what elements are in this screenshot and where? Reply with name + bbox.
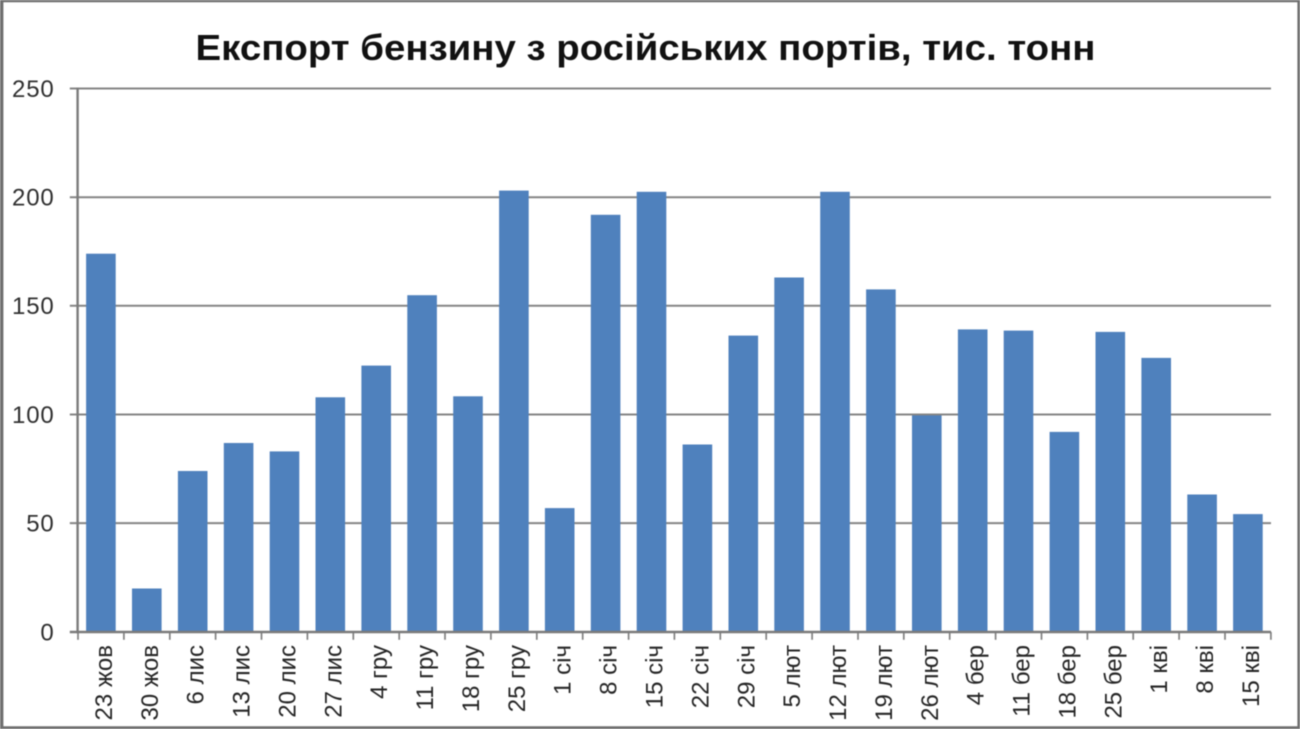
- svg-text:0: 0: [40, 619, 54, 646]
- svg-text:Експорт бензину з російських п: Експорт бензину з російських портів, тис…: [196, 27, 1096, 68]
- svg-text:29 січ: 29 січ: [733, 645, 760, 708]
- svg-text:23 жов: 23 жов: [91, 645, 118, 721]
- svg-text:150: 150: [12, 293, 54, 320]
- svg-text:18 бер: 18 бер: [1054, 645, 1081, 719]
- svg-text:1 кві: 1 кві: [1146, 645, 1173, 694]
- svg-text:4 бер: 4 бер: [963, 645, 990, 705]
- svg-text:50: 50: [26, 511, 54, 538]
- svg-text:20 лис: 20 лис: [275, 645, 302, 718]
- svg-text:15 січ: 15 січ: [642, 645, 669, 708]
- svg-text:26 лют: 26 лют: [917, 645, 944, 721]
- svg-text:13 лис: 13 лис: [229, 645, 256, 718]
- svg-text:25 гру: 25 гру: [504, 645, 531, 712]
- svg-text:1 січ: 1 січ: [550, 645, 577, 695]
- svg-text:18 гру: 18 гру: [458, 645, 485, 712]
- svg-text:27 лис: 27 лис: [320, 645, 347, 718]
- svg-text:11 бер: 11 бер: [1009, 645, 1036, 717]
- svg-text:8 січ: 8 січ: [596, 645, 623, 695]
- svg-text:12 лют: 12 лют: [825, 645, 852, 721]
- svg-text:8 кві: 8 кві: [1192, 645, 1219, 694]
- svg-text:19 лют: 19 лют: [871, 645, 898, 721]
- svg-text:250: 250: [12, 76, 54, 103]
- svg-text:25 бер: 25 бер: [1100, 645, 1127, 719]
- svg-text:6 лис: 6 лис: [183, 645, 210, 704]
- svg-text:30 жов: 30 жов: [137, 645, 164, 721]
- svg-text:100: 100: [12, 402, 54, 429]
- svg-text:11 гру: 11 гру: [412, 645, 439, 710]
- svg-text:200: 200: [12, 185, 54, 212]
- svg-text:4 гру: 4 гру: [366, 645, 393, 699]
- svg-text:15 кві: 15 кві: [1238, 645, 1265, 707]
- svg-text:22 січ: 22 січ: [687, 645, 714, 708]
- svg-text:5 лют: 5 лют: [779, 645, 806, 707]
